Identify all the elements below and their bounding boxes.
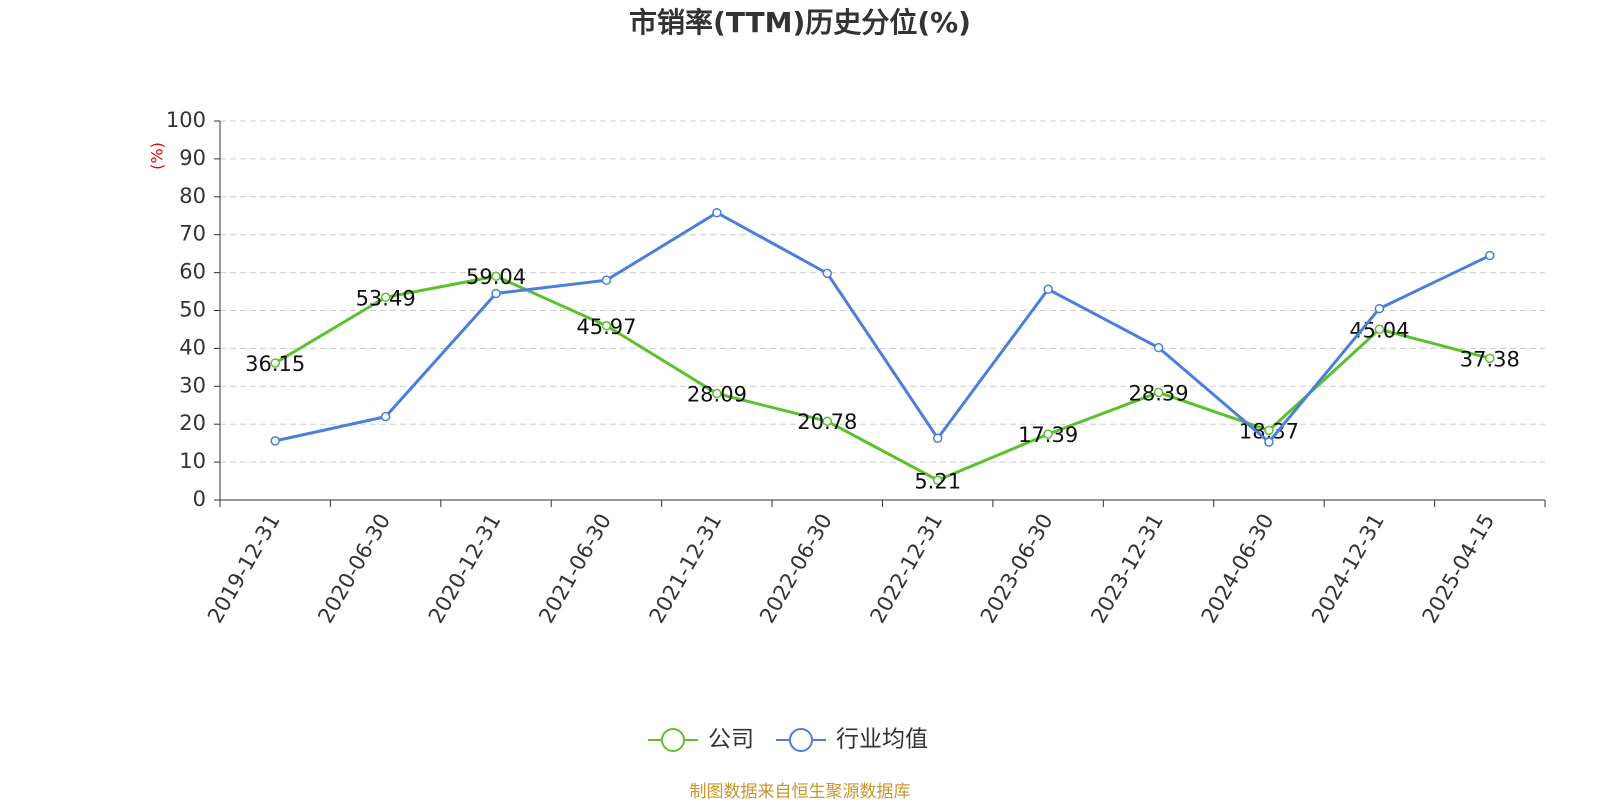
data-point	[380, 411, 391, 422]
y-tick-label: 0	[193, 487, 206, 511]
data-label: 37.38	[1460, 347, 1520, 371]
data-label: 28.39	[1128, 381, 1188, 405]
x-tick-label: 2023-12-31	[1086, 510, 1168, 628]
x-tick-label: 2021-12-31	[645, 510, 727, 628]
y-tick-label: 80	[179, 184, 206, 208]
series-line	[274, 274, 1491, 482]
source-note: 制图数据来自恒生聚源数据库	[690, 782, 911, 800]
x-tick-label: 2025-04-15	[1418, 510, 1500, 628]
data-point	[270, 436, 280, 446]
data-point	[1264, 437, 1274, 447]
legend-marker	[661, 728, 685, 752]
x-tick-label: 2022-12-31	[865, 510, 947, 628]
data-point	[822, 416, 833, 426]
data-point	[1043, 284, 1053, 295]
data-label: 53.49	[356, 286, 416, 310]
y-tick-label: 90	[179, 146, 206, 170]
legend-marker	[789, 728, 813, 752]
data-point	[932, 433, 943, 443]
data-point	[1264, 425, 1274, 436]
data-label: 20.78	[797, 410, 857, 434]
data-label: 45.97	[576, 315, 636, 339]
x-tick-label: 2020-06-30	[313, 510, 395, 628]
data-point	[712, 388, 722, 399]
x-tick-label: 2024-12-31	[1307, 510, 1389, 628]
y-axis-label: (%)	[148, 142, 167, 170]
x-tick-label: 2022-06-30	[755, 510, 837, 628]
data-point	[380, 292, 391, 303]
legend-label: 公司	[708, 727, 754, 753]
data-point	[601, 321, 612, 331]
y-tick-label: 60	[179, 260, 206, 284]
data-label: 36.15	[245, 352, 305, 376]
data-point	[1153, 342, 1164, 353]
data-point	[601, 275, 612, 285]
data-label: 59.04	[466, 265, 526, 289]
legend-label: 行业均值	[836, 727, 928, 753]
data-point	[1485, 353, 1495, 364]
x-tick-label: 2024-06-30	[1197, 510, 1279, 628]
data-point	[822, 268, 833, 279]
series-line	[274, 210, 1491, 445]
x-tick-label: 2020-12-31	[424, 510, 506, 628]
y-tick-label: 30	[179, 373, 206, 397]
data-point	[932, 475, 943, 486]
data-point	[712, 207, 722, 218]
data-point	[491, 288, 501, 299]
y-tick-label: 50	[179, 298, 206, 322]
data-point	[1374, 324, 1385, 335]
data-label: 28.09	[687, 383, 747, 407]
data-label: 45.04	[1349, 318, 1409, 342]
y-tick-label: 100	[166, 108, 206, 132]
y-tick-label: 10	[179, 449, 206, 473]
x-tick-label: 2023-06-30	[976, 510, 1058, 628]
data-point	[491, 271, 501, 281]
chart-title: 市销率(TTM)历史分位(%)	[629, 6, 971, 39]
data-point	[1374, 303, 1385, 314]
data-point	[1485, 250, 1495, 261]
x-tick-label: 2021-06-30	[534, 510, 616, 628]
x-tick-label: 2019-12-31	[203, 510, 285, 628]
data-point	[1153, 387, 1164, 398]
data-point	[1043, 429, 1053, 439]
y-tick-label: 20	[179, 411, 206, 435]
data-label: 5.21	[914, 469, 961, 493]
y-tick-label: 70	[179, 222, 206, 246]
data-point	[270, 358, 280, 368]
y-tick-label: 40	[179, 335, 206, 359]
data-label: 17.39	[1018, 423, 1078, 447]
